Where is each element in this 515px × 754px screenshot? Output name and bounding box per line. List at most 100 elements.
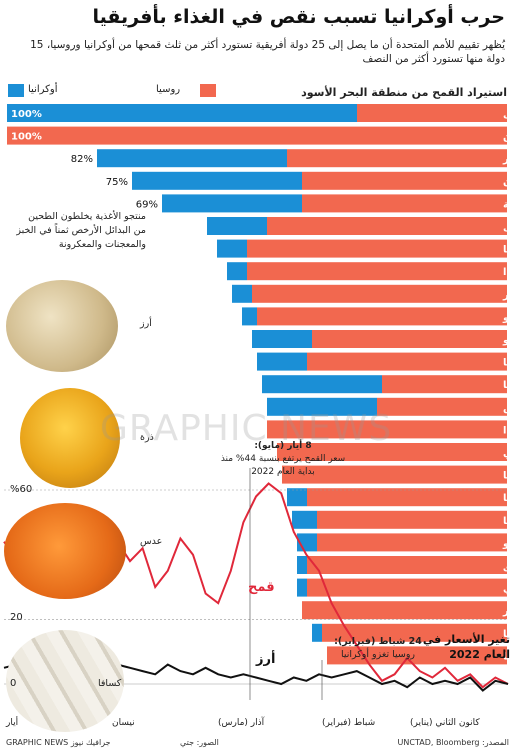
bar-russia [252,284,507,303]
bar-russia [307,578,507,597]
watermark: GRAPHIC NEWS [100,408,393,449]
bar-russia [307,556,507,574]
country-label: الصومال [503,109,515,120]
country-label: رواندا [503,267,515,278]
may8-annotation: 8 أيار (مايو): سعر القمح يرتفع بنسبة 44%… [218,440,348,479]
bar-russia [322,623,507,642]
total-percent-label: 69% [136,199,158,210]
bar-russia [287,149,507,168]
country-label: ملاوي [503,584,515,595]
feb24-title: 24 شباط (فبراير): [334,636,422,647]
bar-russia [282,465,507,484]
country-label: كينيا [503,516,515,527]
bar-ukraine [217,239,247,258]
bar-russia [302,171,507,190]
bar-ukraine [132,171,302,190]
country-label: جمهورية الكونغو الديمقراطية [503,199,515,210]
substitutes-note: منتجو الأغذية يخلطون الطحين من البدائل ا… [16,211,146,250]
footer-photos: الصور: جتي [180,738,219,747]
country-label: مصر [502,154,515,165]
total-percent-label: 75% [106,177,128,188]
bar-russia [307,488,507,507]
legend-ukraine-swatch [8,84,24,97]
country-label: توغو [502,538,515,549]
country-label: إريتريا [503,651,515,662]
total-percent-label: 82% [71,154,93,165]
country-label: تنزانيا [503,245,515,256]
country-label: بوركينا فاسو [502,335,515,346]
bar-russia [327,646,507,665]
country-label: السنغال [503,222,515,233]
rice-label: أرز [140,318,152,329]
country-label: ليبيا [503,380,515,391]
x-tick-feb: شباط (فبراير) [322,718,376,728]
bar-russia [257,307,507,326]
feb24-annotation: 24 شباط (فبراير): روسيا تغزو أوكرانيا [318,635,438,661]
prices-heading: تغير الأسعار في العام 2022 [422,633,510,661]
bar-russia [382,375,507,394]
bar-ukraine [292,510,317,529]
y-tick-20: 20 [10,612,23,623]
bar-russia [317,533,507,552]
country-label: موريتانيا [503,493,515,504]
rice-photo [6,280,118,372]
bar-ukraine [232,284,252,303]
cassava-photo [6,630,124,732]
country-label: جنوب أفريقيا [503,627,515,640]
country-label: السودان [503,177,515,188]
bar-ukraine [227,262,247,281]
chart-subtitle: يُظهر تقييم للأمم المتحدة أن ما يصل إلى … [30,39,505,65]
bar-ukraine [207,217,267,235]
country-label: أوغندا [503,423,515,436]
bar-ukraine [297,578,307,597]
corn-photo [20,388,120,488]
bar-ukraine [242,307,257,326]
corn-label: ذرة [140,432,154,443]
bar-russia [357,104,507,122]
bar-ukraine [252,330,312,348]
country-label: بنين [503,132,515,143]
bar-ukraine [267,397,377,416]
bar-russia [302,194,507,213]
country-label: بوروندي [503,448,515,459]
bar-russia [267,420,507,439]
bar-russia [247,262,507,281]
bar-ukraine [297,556,307,574]
x-tick-may: أيار [6,718,19,728]
country-label: الرأس الأخضر [502,604,515,617]
bar-ukraine [312,623,322,642]
footer-credit: GRAPHIC NEWS جرافيك نيوز [6,738,111,747]
bar-ukraine [257,352,307,371]
bar-ukraine [262,375,382,394]
lentil-photo [4,503,126,599]
bar-russia [317,510,507,529]
country-label: ناميبيا [503,471,515,482]
bar-russia [307,352,507,371]
bar-russia [302,601,507,620]
y-tick-60: %60 [10,484,33,495]
may8-title: 8 أيار (مايو): [254,441,312,451]
country-label: غامبيا [503,358,515,369]
bar-ukraine [7,104,357,122]
total-percent-label: 100% [11,132,42,143]
rice-series-label: أرز [256,652,276,667]
bar-russia [267,217,507,235]
may8-body: سعر القمح يرتفع بنسبة 44% منذ بداية العا… [220,454,346,477]
y-tick-0: 0 [10,678,17,689]
bar-chart-heading: استيراد القمح من منطقة البحر الأسود [301,86,507,99]
bar-russia [312,330,507,348]
bar-ukraine [287,488,307,507]
bar-russia [247,239,507,258]
total-percent-label: 100% [11,109,42,120]
lentil-label: عدس [140,536,163,547]
bar-russia [277,443,507,461]
bar-russia [7,126,507,145]
bar-ukraine [97,149,287,168]
legend-ukraine-label: أوكرانيا [28,84,58,95]
feb24-body: روسيا تغزو أوكرانيا [340,649,416,660]
x-tick-apr: نيسان [112,718,135,728]
x-tick-mar: آذار (مارس) [218,718,265,728]
x-tick-jan: كانون الثاني (يناير) [410,718,480,728]
country-label: الكونغو [502,312,515,323]
